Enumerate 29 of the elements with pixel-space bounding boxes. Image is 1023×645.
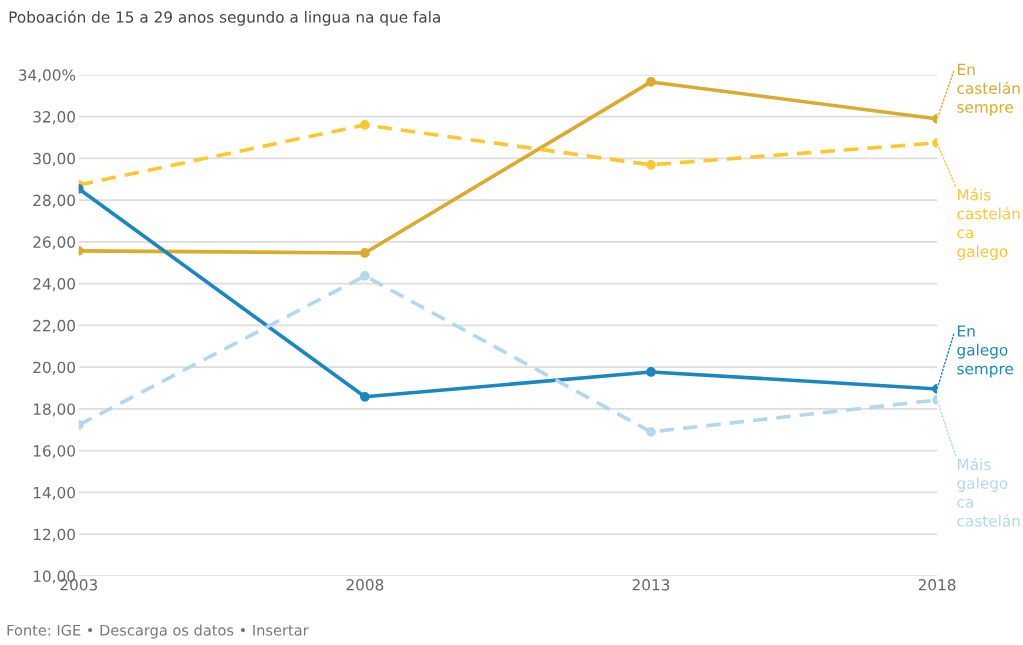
point — [360, 271, 370, 281]
point — [646, 367, 656, 377]
y-tick-label: 22,00 — [33, 319, 75, 333]
x-tick-label: 2013 — [632, 579, 670, 591]
series-label: En galego sempre — [957, 325, 1013, 378]
y-tick-label: 26,00 — [33, 236, 75, 250]
point — [360, 120, 370, 130]
y-tick-label: 24,00 — [33, 278, 75, 292]
y-tick-label: 30,00 — [33, 152, 75, 166]
y-tick-label: 34,00% — [18, 69, 76, 83]
y-tick-label: 32,00 — [33, 111, 75, 125]
point — [646, 427, 656, 437]
point — [360, 248, 370, 258]
x-tick-label: 2008 — [346, 579, 384, 591]
y-tick-label: 12,00 — [33, 528, 75, 542]
y-tick-label: 28,00 — [33, 194, 75, 208]
point — [360, 391, 370, 402]
point — [646, 159, 656, 170]
x-tick-label: 2018 — [918, 579, 956, 591]
chart-title: Poboación de 15 a 29 anos segundo a lingua na que fala — [9, 10, 440, 26]
y-tick-label: 20,00 — [33, 361, 75, 375]
point — [646, 77, 656, 87]
y-tick-label: 14,00 — [33, 486, 75, 501]
source-note: Fonte: IGE • Descarga os datos • Insertar — [7, 624, 309, 639]
y-tick-label: 16,00 — [33, 445, 75, 459]
y-tick-label: 18,00 — [33, 403, 75, 417]
series-label: En castelán sempre — [957, 63, 1020, 116]
text: Máis castelán ca galego — [957, 188, 1020, 261]
text: Máis galego ca castelán — [957, 457, 1020, 527]
